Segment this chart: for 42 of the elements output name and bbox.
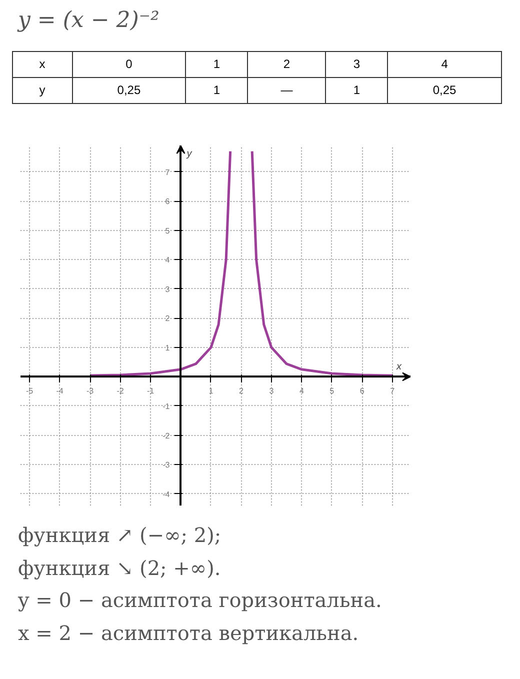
text: y bbox=[12, 78, 72, 104]
text: 1 bbox=[326, 78, 388, 104]
text: 0,25 bbox=[388, 78, 502, 104]
text: 2 bbox=[248, 52, 326, 78]
text: функция ↘ (2; +∞). bbox=[18, 554, 222, 582]
y-tick-label: -4 bbox=[162, 490, 170, 499]
x-tick-label: -2 bbox=[116, 386, 124, 396]
y-tick-label: -3 bbox=[162, 460, 170, 470]
y-tick-label: 5 bbox=[165, 226, 170, 236]
x-tick-label: 3 bbox=[269, 386, 274, 396]
text: — bbox=[248, 78, 326, 104]
text: 0 bbox=[72, 52, 186, 78]
x-tick-label: 7 bbox=[390, 386, 396, 396]
x-axis-title: x bbox=[396, 362, 402, 373]
y-tick-label: 4 bbox=[165, 256, 170, 265]
text: x bbox=[12, 52, 72, 78]
x-tick-label: 4 bbox=[299, 386, 304, 396]
text: 3 bbox=[326, 52, 388, 78]
text: функция ↗ (−∞; 2); bbox=[18, 522, 222, 549]
y-tick-label: 1 bbox=[165, 343, 170, 352]
x-tick-label: -3 bbox=[86, 386, 94, 396]
text: 0,25 bbox=[72, 78, 186, 104]
x-tick-label: -5 bbox=[26, 386, 34, 396]
y-tick-label: 6 bbox=[165, 197, 170, 206]
text: 1 bbox=[186, 52, 248, 78]
text: y = 0 − асимптота горизонтальна. bbox=[18, 587, 382, 614]
x-tick-label: 5 bbox=[330, 386, 335, 396]
chart-title: y = (x − 2)⁻² bbox=[18, 7, 160, 35]
y-tick-label: -2 bbox=[162, 431, 170, 440]
y-axis-title: y bbox=[186, 148, 193, 160]
x-tick-label: 6 bbox=[360, 386, 365, 396]
text: 1 bbox=[186, 78, 248, 104]
y-tick-label: 7 bbox=[165, 168, 170, 177]
x-tick-label: 1 bbox=[208, 386, 214, 396]
text: 4 bbox=[388, 52, 502, 78]
y-tick-label: -1 bbox=[162, 402, 170, 411]
x-tick-label: 2 bbox=[238, 386, 244, 396]
y-tick-label: 2 bbox=[165, 314, 170, 324]
x-tick-label: -1 bbox=[146, 386, 155, 396]
x-tick-label: -4 bbox=[56, 386, 64, 396]
text: x = 2 − асимптота вертикальна. bbox=[18, 620, 360, 647]
y-tick-label: 3 bbox=[165, 284, 170, 294]
